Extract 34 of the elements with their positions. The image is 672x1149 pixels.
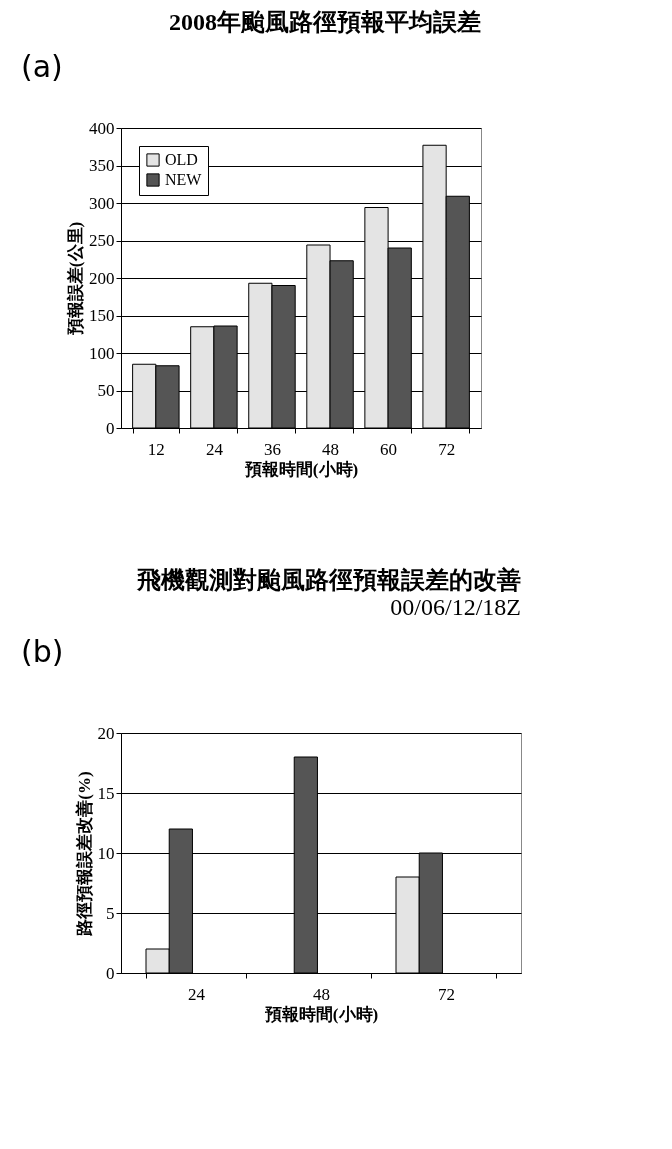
chart-title: 2008年颱風路徑預報平均誤差: [169, 9, 481, 35]
y-tick-label: 0: [106, 418, 115, 438]
x-tick-label: 60: [380, 439, 398, 459]
y-tick-label: 150: [89, 306, 115, 325]
x-tick-label: 36: [263, 439, 281, 459]
legend-label: NEW: [165, 171, 203, 188]
y-tick-label: 250: [89, 231, 115, 250]
y-tick-label: 5: [106, 903, 115, 923]
y-tick-label: 10: [97, 843, 115, 863]
text: (b): [21, 634, 64, 669]
x-tick-label: 48: [322, 439, 340, 459]
x-tick-label: 48: [313, 984, 330, 1004]
y-tick-label: 50: [97, 381, 115, 400]
y-tick-label: 20: [97, 723, 115, 743]
x-tick-label: 24: [188, 984, 206, 1004]
x-axis-title: 預報時間(小時): [243, 459, 359, 479]
x-axis-title: 預報時間(小時): [263, 1004, 379, 1024]
x-tick-label: 12: [147, 439, 165, 459]
y-tick-label: 400: [89, 118, 115, 138]
x-tick-label: 24: [205, 439, 224, 459]
legend-label: OLD: [165, 151, 198, 168]
y-tick-label: 300: [89, 193, 115, 213]
y-tick-label: 350: [89, 156, 115, 175]
y-axis-title: 路徑預報誤差改善(%): [73, 771, 94, 937]
x-tick-label: 72: [438, 439, 456, 459]
y-tick-label: 0: [106, 963, 115, 983]
chart-subtitle: 00/06/12/18Z: [390, 594, 521, 620]
y-tick-label: 100: [89, 343, 115, 363]
text: (a): [21, 49, 63, 84]
y-tick-label: 15: [97, 783, 115, 803]
y-axis-title: 預報誤差(公里): [66, 221, 85, 337]
y-tick-label: 200: [89, 268, 115, 288]
x-tick-label: 72: [438, 984, 455, 1004]
chart-title: 飛機觀測對颱風路徑預報誤差的改善: [136, 566, 521, 593]
